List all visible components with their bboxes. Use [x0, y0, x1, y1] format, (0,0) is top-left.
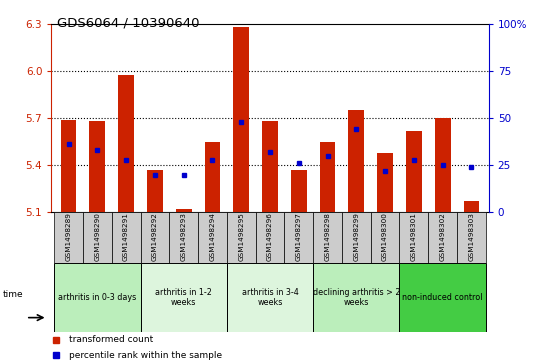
Bar — [320, 142, 335, 212]
Bar — [428, 212, 457, 263]
Bar — [140, 212, 169, 263]
Bar — [255, 212, 285, 263]
Text: time: time — [3, 290, 23, 298]
Text: arthritis in 0-3 days: arthritis in 0-3 days — [58, 293, 137, 302]
Bar — [140, 263, 227, 332]
Text: GSM1498300: GSM1498300 — [382, 212, 388, 261]
Bar — [118, 75, 134, 212]
Bar — [406, 131, 422, 212]
Bar — [112, 212, 140, 263]
Text: GSM1498303: GSM1498303 — [468, 212, 475, 261]
Bar — [60, 119, 77, 212]
Text: arthritis in 3-4
weeks: arthritis in 3-4 weeks — [241, 288, 299, 307]
Bar — [176, 209, 192, 212]
Text: GSM1498293: GSM1498293 — [181, 212, 187, 261]
Bar — [169, 212, 198, 263]
Text: non-induced control: non-induced control — [402, 293, 483, 302]
Text: transformed count: transformed count — [69, 335, 153, 344]
Bar — [400, 212, 428, 263]
Text: GSM1498294: GSM1498294 — [210, 212, 215, 261]
Text: GSM1498297: GSM1498297 — [296, 212, 302, 261]
Bar — [371, 212, 400, 263]
Text: GSM1498290: GSM1498290 — [94, 212, 100, 261]
Text: declining arthritis > 2
weeks: declining arthritis > 2 weeks — [313, 288, 400, 307]
Text: GSM1498301: GSM1498301 — [411, 212, 417, 261]
Bar — [233, 27, 249, 212]
Text: GDS6064 / 10390640: GDS6064 / 10390640 — [57, 16, 199, 29]
Bar — [262, 121, 278, 212]
Bar — [285, 212, 313, 263]
Bar — [205, 142, 220, 212]
Bar — [227, 263, 313, 332]
Bar — [198, 212, 227, 263]
Text: GSM1498296: GSM1498296 — [267, 212, 273, 261]
Bar — [227, 212, 255, 263]
Bar — [147, 170, 163, 212]
Text: GSM1498298: GSM1498298 — [325, 212, 330, 261]
Bar — [377, 152, 393, 212]
Bar — [313, 212, 342, 263]
Bar — [83, 212, 112, 263]
Bar — [435, 118, 450, 212]
Bar — [54, 263, 140, 332]
Bar — [54, 212, 83, 263]
Text: GSM1498289: GSM1498289 — [65, 212, 72, 261]
Bar — [457, 212, 486, 263]
Bar — [342, 212, 371, 263]
Bar — [90, 121, 105, 212]
Bar — [313, 263, 400, 332]
Text: GSM1498302: GSM1498302 — [440, 212, 445, 261]
Text: GSM1498299: GSM1498299 — [353, 212, 359, 261]
Text: arthritis in 1-2
weeks: arthritis in 1-2 weeks — [155, 288, 212, 307]
Bar — [348, 110, 364, 212]
Text: GSM1498292: GSM1498292 — [152, 212, 158, 261]
Text: GSM1498295: GSM1498295 — [238, 212, 244, 261]
Bar — [291, 170, 307, 212]
Text: percentile rank within the sample: percentile rank within the sample — [69, 351, 222, 360]
Bar — [463, 201, 480, 212]
Text: GSM1498291: GSM1498291 — [123, 212, 129, 261]
Bar — [400, 263, 486, 332]
